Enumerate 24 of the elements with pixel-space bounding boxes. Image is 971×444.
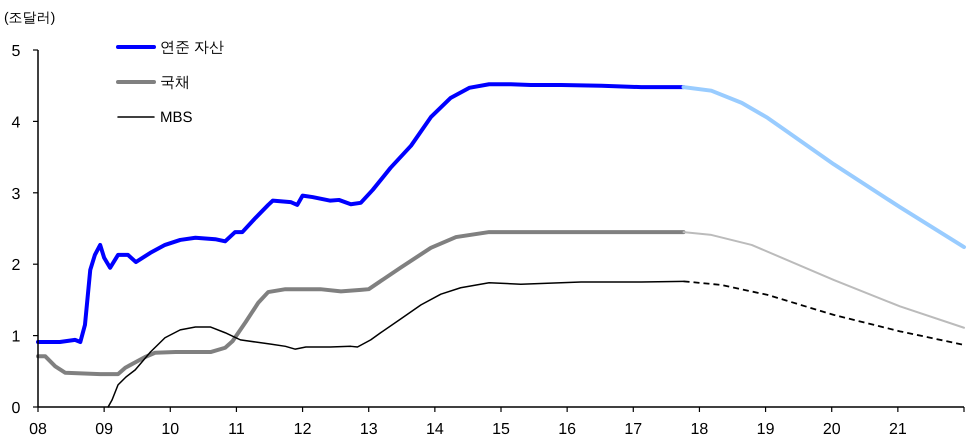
x-tick-label: 08 (29, 421, 47, 438)
y-tick-label: 1 (12, 328, 21, 346)
y-axis-title: (조달러) (4, 9, 56, 25)
x-tick-label: 19 (756, 421, 775, 438)
y-tick-label: 2 (12, 257, 21, 274)
x-tick-label: 18 (690, 421, 708, 438)
x-tick-label: 20 (822, 421, 841, 438)
x-tick-label: 13 (360, 421, 378, 438)
x-tick-label: 15 (492, 421, 510, 438)
x-tick-label: 10 (161, 421, 180, 438)
y-tick-label: 3 (12, 186, 21, 203)
x-tick-label: 12 (294, 421, 312, 438)
y-tick-label: 0 (12, 400, 21, 417)
legend-label: 국채 (160, 74, 190, 91)
legend-label: 연준 자산 (160, 39, 224, 56)
x-tick-label: 21 (888, 421, 907, 438)
x-tick-label: 09 (95, 421, 114, 438)
y-tick-label: 4 (12, 114, 21, 132)
x-tick-label: 16 (558, 421, 576, 438)
x-tick-label: 11 (228, 421, 245, 438)
x-tick-label: 17 (624, 421, 642, 438)
y-tick-label: 5 (12, 43, 21, 60)
legend-label: MBS (160, 109, 193, 126)
x-tick-label: 14 (426, 421, 444, 438)
